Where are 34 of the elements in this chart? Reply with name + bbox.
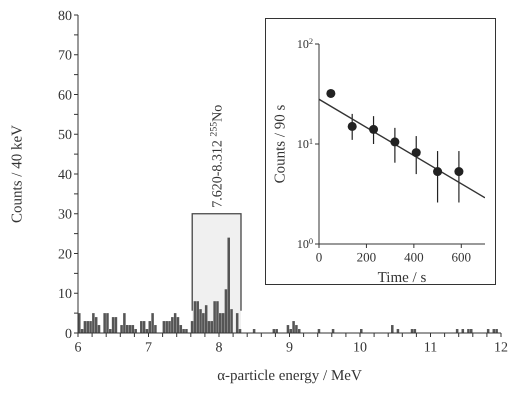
y-tick-label: 70 bbox=[58, 48, 72, 64]
x-tick-label: 10 bbox=[353, 340, 367, 356]
x-tick-label: 8 bbox=[216, 340, 222, 356]
y-tick-label: 0 bbox=[65, 326, 72, 342]
x-tick-label: 7 bbox=[145, 340, 152, 356]
x-tick-label: 200 bbox=[356, 250, 376, 265]
point bbox=[433, 167, 442, 176]
y-tick-label: 50 bbox=[58, 128, 72, 144]
y-tick-label: 40 bbox=[58, 168, 72, 183]
x-tick-label: 11 bbox=[424, 340, 438, 356]
point bbox=[454, 167, 464, 176]
y-tick-label: 60 bbox=[58, 88, 72, 104]
y-axis-title: Counts / 90 s bbox=[272, 104, 288, 184]
y-tick-label: 10$^{0}$ bbox=[296, 236, 313, 252]
y-tick-label: 30 bbox=[58, 208, 72, 223]
x-tick-label: 0 bbox=[316, 250, 322, 265]
y-tick-label: 20 bbox=[58, 247, 72, 262]
y-tick-label: 80 bbox=[58, 8, 72, 24]
point bbox=[326, 88, 336, 98]
point bbox=[412, 148, 421, 158]
point bbox=[390, 137, 400, 146]
x-axis-title: α-particle energy / MeV bbox=[217, 368, 362, 384]
point bbox=[348, 122, 357, 131]
y-axis-title: Counts / 40 keV bbox=[9, 124, 26, 223]
x-tick-label: 12 bbox=[494, 340, 508, 356]
x-tick-label: 9 bbox=[286, 340, 293, 356]
y-tick-label: 10$^{2}$ bbox=[296, 36, 313, 52]
x-axis-title: Time / s bbox=[378, 270, 426, 286]
point bbox=[369, 124, 378, 134]
y-tick-label: 10 bbox=[58, 287, 72, 302]
y-tick-label: 10$^{1}$ bbox=[296, 136, 313, 152]
x-tick-label: 6 bbox=[74, 340, 82, 356]
x-tick-label: 600 bbox=[452, 250, 472, 265]
x-tick-label: 400 bbox=[404, 250, 424, 265]
